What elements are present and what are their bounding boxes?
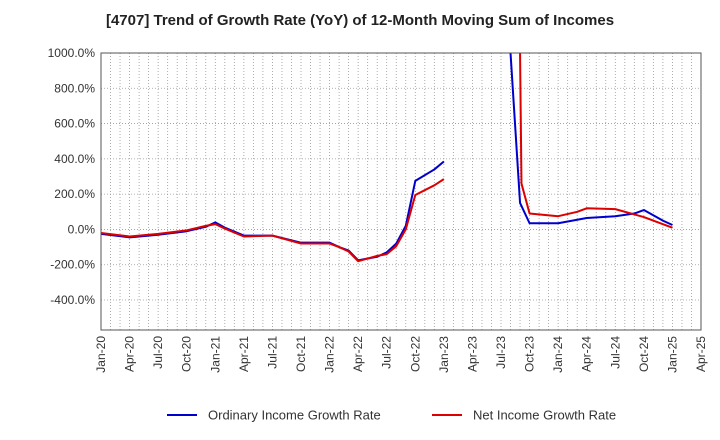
y-tick-label: 400.0% [54, 152, 95, 166]
x-tick-label: Apr-23 [465, 336, 479, 372]
x-tick-label: Oct-22 [408, 336, 422, 372]
x-tick-label: Jul-23 [494, 336, 508, 369]
x-tick-label: Jul-22 [380, 336, 394, 369]
series-layer [101, 53, 673, 263]
x-tick-label: Jan-20 [94, 336, 108, 373]
x-tick-label: Apr-24 [580, 336, 594, 372]
legend-label: Ordinary Income Growth Rate [208, 408, 381, 423]
legend-label: Net Income Growth Rate [473, 408, 616, 423]
x-tick-label: Oct-24 [637, 336, 651, 372]
series-line-net-income [519, 53, 673, 229]
plot-frame [100, 52, 702, 331]
x-tick-label: Apr-25 [694, 336, 708, 372]
x-tick-label: Apr-20 [123, 336, 137, 372]
y-tick-label: -200.0% [50, 258, 95, 272]
x-tick-label: Oct-23 [523, 336, 537, 372]
y-tick-label: 0.0% [68, 222, 96, 236]
x-tick-label: Apr-21 [237, 336, 251, 372]
y-tick-label: 800.0% [54, 81, 95, 95]
axis-layer: 1000.0% 800.0% 600.0% 400.0% 200.0% 0.0% -200.… [48, 46, 708, 373]
x-tick-label: Jan-24 [551, 336, 565, 373]
x-tick-label: Jan-25 [665, 336, 679, 373]
series-line-ordinary-income [509, 53, 673, 226]
y-tick-label: 600.0% [54, 117, 95, 131]
x-tick-label: Jul-24 [608, 336, 622, 369]
y-tick-label: -400.0% [50, 293, 95, 307]
series-line-net-income [101, 178, 445, 263]
y-tick-label: 1000.0% [48, 46, 96, 60]
x-tick-label: Jul-20 [151, 336, 165, 369]
x-tick-label: Jan-21 [208, 336, 222, 373]
chart-title: [4707] Trend of Growth Rate (YoY) of 12-… [105, 12, 615, 29]
x-tick-label: Jan-23 [437, 336, 451, 373]
grid-layer [100, 52, 702, 330]
x-tick-label: Jan-22 [323, 336, 337, 373]
x-tick-label: Apr-22 [351, 336, 365, 372]
x-tick-label: Oct-20 [180, 336, 194, 372]
legend-layer: Ordinary Income Growth Rate Net Income Gr… [167, 408, 616, 423]
x-tick-label: Jul-21 [265, 336, 279, 369]
y-tick-label: 200.0% [54, 187, 95, 201]
x-tick-label: Oct-21 [294, 336, 308, 372]
